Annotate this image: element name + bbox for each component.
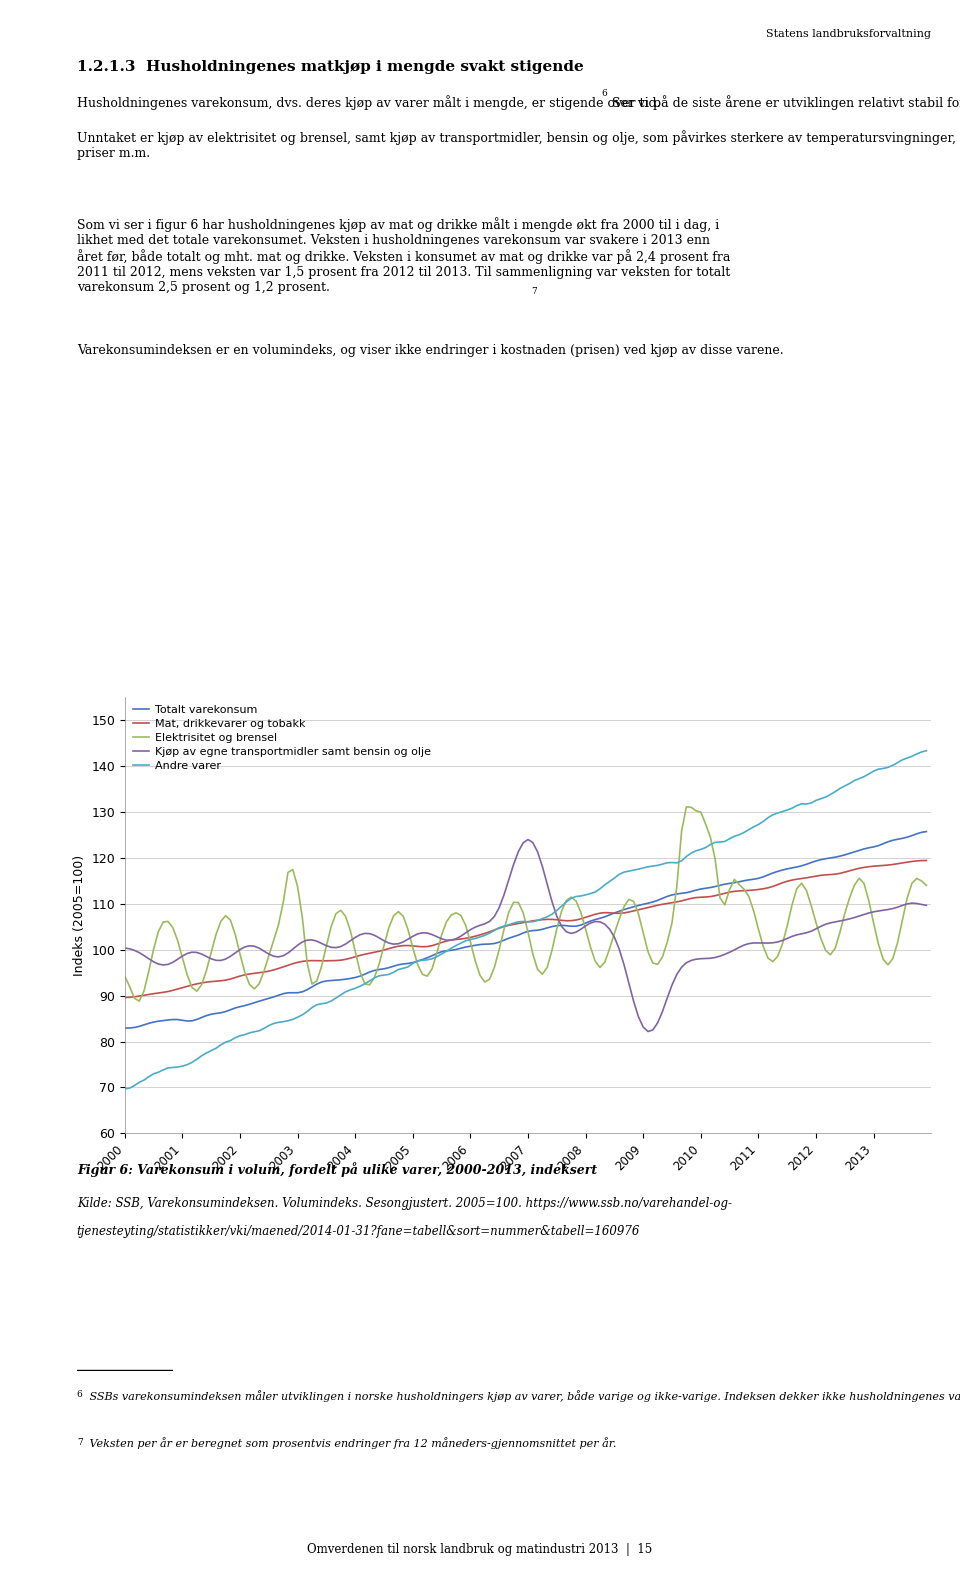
Mat, drikkevarer og tobakk: [263, 962, 275, 981]
Kjøp av egne transportmidler samt bensin og olje: [522, 831, 534, 850]
Elektrisitet og brensel: [268, 930, 279, 949]
Y-axis label: Indeks (2005=100): Indeks (2005=100): [73, 854, 85, 976]
Kjøp av egne transportmidler samt bensin og olje: [580, 916, 591, 935]
Text: Unntaket er kjøp av elektrisitet og brensel, samt kjøp av transportmidler, bensi: Unntaket er kjøp av elektrisitet og bren…: [77, 130, 956, 160]
Text: Veksten per år er beregnet som prosentvis endringer fra 12 måneders-gjennomsnitt: Veksten per år er beregnet som prosentvi…: [86, 1438, 616, 1449]
Kjøp av egne transportmidler samt bensin og olje: [642, 1022, 654, 1041]
Totalt varekonsum: [119, 1019, 131, 1038]
Elektrisitet og brensel: [354, 962, 366, 981]
Elektrisitet og brensel: [119, 967, 131, 986]
Mat, drikkevarer og tobakk: [575, 910, 587, 929]
Text: Omverdenen til norsk landbruk og matindustri 2013  |  15: Omverdenen til norsk landbruk og matindu…: [307, 1544, 653, 1556]
Text: Som vi ser i figur 6 har husholdningenes kjøp av mat og drikke målt i mengde økt: Som vi ser i figur 6 har husholdningenes…: [77, 217, 731, 295]
Elektrisitet og brensel: [767, 953, 779, 972]
Totalt varekonsum: [921, 823, 932, 842]
Kjøp av egne transportmidler samt bensin og olje: [263, 945, 275, 964]
Elektrisitet og brensel: [681, 797, 692, 816]
Kjøp av egne transportmidler samt bensin og olje: [393, 934, 404, 953]
Totalt varekonsum: [575, 916, 587, 935]
Line: Mat, drikkevarer og tobakk: Mat, drikkevarer og tobakk: [125, 861, 926, 997]
Text: Figur 6: Varekonsum i volum, fordelt på ulike varer, 2000-2013, indeksert: Figur 6: Varekonsum i volum, fordelt på …: [77, 1162, 597, 1176]
Mat, drikkevarer og tobakk: [921, 851, 932, 870]
Elektrisitet og brensel: [397, 907, 409, 926]
Text: Kilde: SSB, Varekonsumindeksen. Volumindeks. Sesongjustert. 2005=100. https://ww: Kilde: SSB, Varekonsumindeksen. Volumind…: [77, 1197, 732, 1209]
Line: Elektrisitet og brensel: Elektrisitet og brensel: [125, 807, 926, 1002]
Elektrisitet og brensel: [133, 992, 145, 1011]
Kjøp av egne transportmidler samt bensin og olje: [767, 934, 779, 953]
Text: 6: 6: [601, 89, 607, 98]
Text: SSBs varekonsumindeksen måler utviklingen i norske husholdningers kjøp av varer,: SSBs varekonsumindeksen måler utviklinge…: [86, 1390, 960, 1401]
Mat, drikkevarer og tobakk: [757, 880, 769, 899]
Text: Ser vi på de siste årene er utviklingen relativt stabil for de fleste varegruppe: Ser vi på de siste årene er utviklingen …: [608, 95, 960, 109]
Mat, drikkevarer og tobakk: [119, 987, 131, 1006]
Text: Statens landbruksforvaltning: Statens landbruksforvaltning: [766, 29, 931, 38]
Totalt varekonsum: [349, 968, 361, 987]
Andre varer: [393, 961, 404, 980]
Totalt varekonsum: [589, 910, 601, 929]
Totalt varekonsum: [393, 956, 404, 975]
Andre varer: [119, 1079, 131, 1098]
Totalt varekonsum: [263, 989, 275, 1008]
Elektrisitet og brensel: [921, 877, 932, 896]
Kjøp av egne transportmidler samt bensin og olje: [921, 896, 932, 915]
Line: Andre varer: Andre varer: [125, 751, 926, 1089]
Andre varer: [757, 812, 769, 831]
Mat, drikkevarer og tobakk: [393, 937, 404, 956]
Mat, drikkevarer og tobakk: [349, 948, 361, 967]
Elektrisitet og brensel: [580, 919, 591, 938]
Kjøp av egne transportmidler samt bensin og olje: [594, 913, 606, 932]
Andre varer: [575, 886, 587, 905]
Line: Kjøp av egne transportmidler samt bensin og olje: Kjøp av egne transportmidler samt bensin…: [125, 840, 926, 1032]
Text: Husholdningenes varekonsum, dvs. deres kjøp av varer målt i mengde, er stigende : Husholdningenes varekonsum, dvs. deres k…: [77, 95, 660, 109]
Text: tjenesteyting/statistikker/vki/maened/2014-01-31?fane=tabell&sort=nummer&tabell=: tjenesteyting/statistikker/vki/maened/20…: [77, 1225, 640, 1238]
Text: 6: 6: [77, 1390, 83, 1400]
Elektrisitet og brensel: [594, 957, 606, 976]
Kjøp av egne transportmidler samt bensin og olje: [119, 938, 131, 957]
Andre varer: [349, 980, 361, 999]
Andre varer: [263, 1016, 275, 1035]
Kjøp av egne transportmidler samt bensin og olje: [349, 927, 361, 946]
Andre varer: [921, 742, 932, 761]
Line: Totalt varekonsum: Totalt varekonsum: [125, 832, 926, 1029]
Totalt varekonsum: [757, 867, 769, 886]
Legend: Totalt varekonsum, Mat, drikkevarer og tobakk, Elektrisitet og brensel, Kjøp av : Totalt varekonsum, Mat, drikkevarer og t…: [131, 704, 433, 773]
Mat, drikkevarer og tobakk: [589, 905, 601, 924]
Andre varer: [589, 883, 601, 902]
Text: 7: 7: [77, 1438, 83, 1447]
Text: 7: 7: [531, 287, 537, 296]
Text: Varekonsumindeksen er en volumindeks, og viser ikke endringer i kostnaden (prise: Varekonsumindeksen er en volumindeks, og…: [77, 344, 783, 357]
Text: 1.2.1.3  Husholdningenes matkjøp i mengde svakt stigende: 1.2.1.3 Husholdningenes matkjøp i mengde…: [77, 60, 584, 74]
